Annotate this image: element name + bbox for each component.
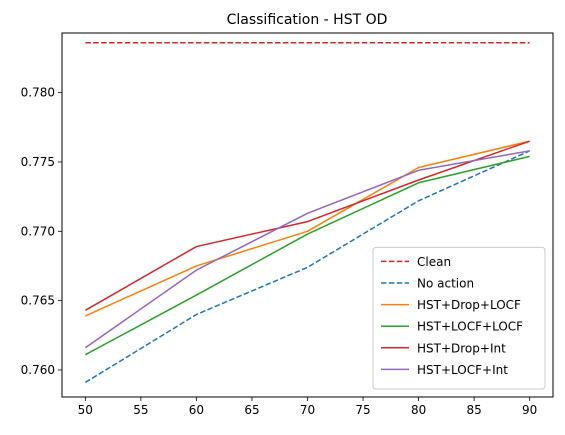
x-tick-label: 70 <box>300 403 315 417</box>
x-tick-label: 60 <box>189 403 204 417</box>
x-tick-label: 80 <box>411 403 426 417</box>
legend-label-0: Clean <box>417 255 451 269</box>
series-layer <box>84 41 530 384</box>
legend-label-3: HST+LOCF+LOCF <box>417 320 523 334</box>
x-tick-label: 85 <box>466 403 481 417</box>
y-tick-label: 0.760 <box>21 363 55 377</box>
chart-title: Classification - HST OD <box>227 12 388 28</box>
y-tick-label: 0.775 <box>21 155 55 169</box>
series-line-3 <box>84 155 530 356</box>
legend-label-2: HST+Drop+LOCF <box>417 298 521 312</box>
y-tick-label: 0.770 <box>21 224 55 238</box>
x-tick-label: 65 <box>244 403 259 417</box>
legend-label-4: HST+Drop+Int <box>417 341 506 355</box>
y-tick-label: 0.780 <box>21 86 55 100</box>
series-line-1 <box>84 150 530 384</box>
x-axis: 50 55 60 65 70 75 80 85 90 <box>78 397 537 417</box>
series-line-2 <box>85 140 530 317</box>
x-tick-label: 90 <box>522 403 537 417</box>
x-tick-label: 50 <box>78 403 93 417</box>
y-tick-label: 0.765 <box>21 294 55 308</box>
legend-label-1: No action <box>417 277 474 291</box>
series-line-5 <box>84 150 530 349</box>
legend-box <box>372 246 546 390</box>
legend-label-5: HST+LOCF+Int <box>417 363 508 377</box>
x-tick-label: 55 <box>133 403 148 417</box>
x-tick-label: 75 <box>355 403 370 417</box>
y-axis: 0.760 0.765 0.770 0.775 0.780 <box>21 86 62 377</box>
series-line-4 <box>84 140 530 311</box>
legend: Clean No action HST+Drop+LOCF HST+LOCF+LOCF… <box>372 246 546 390</box>
